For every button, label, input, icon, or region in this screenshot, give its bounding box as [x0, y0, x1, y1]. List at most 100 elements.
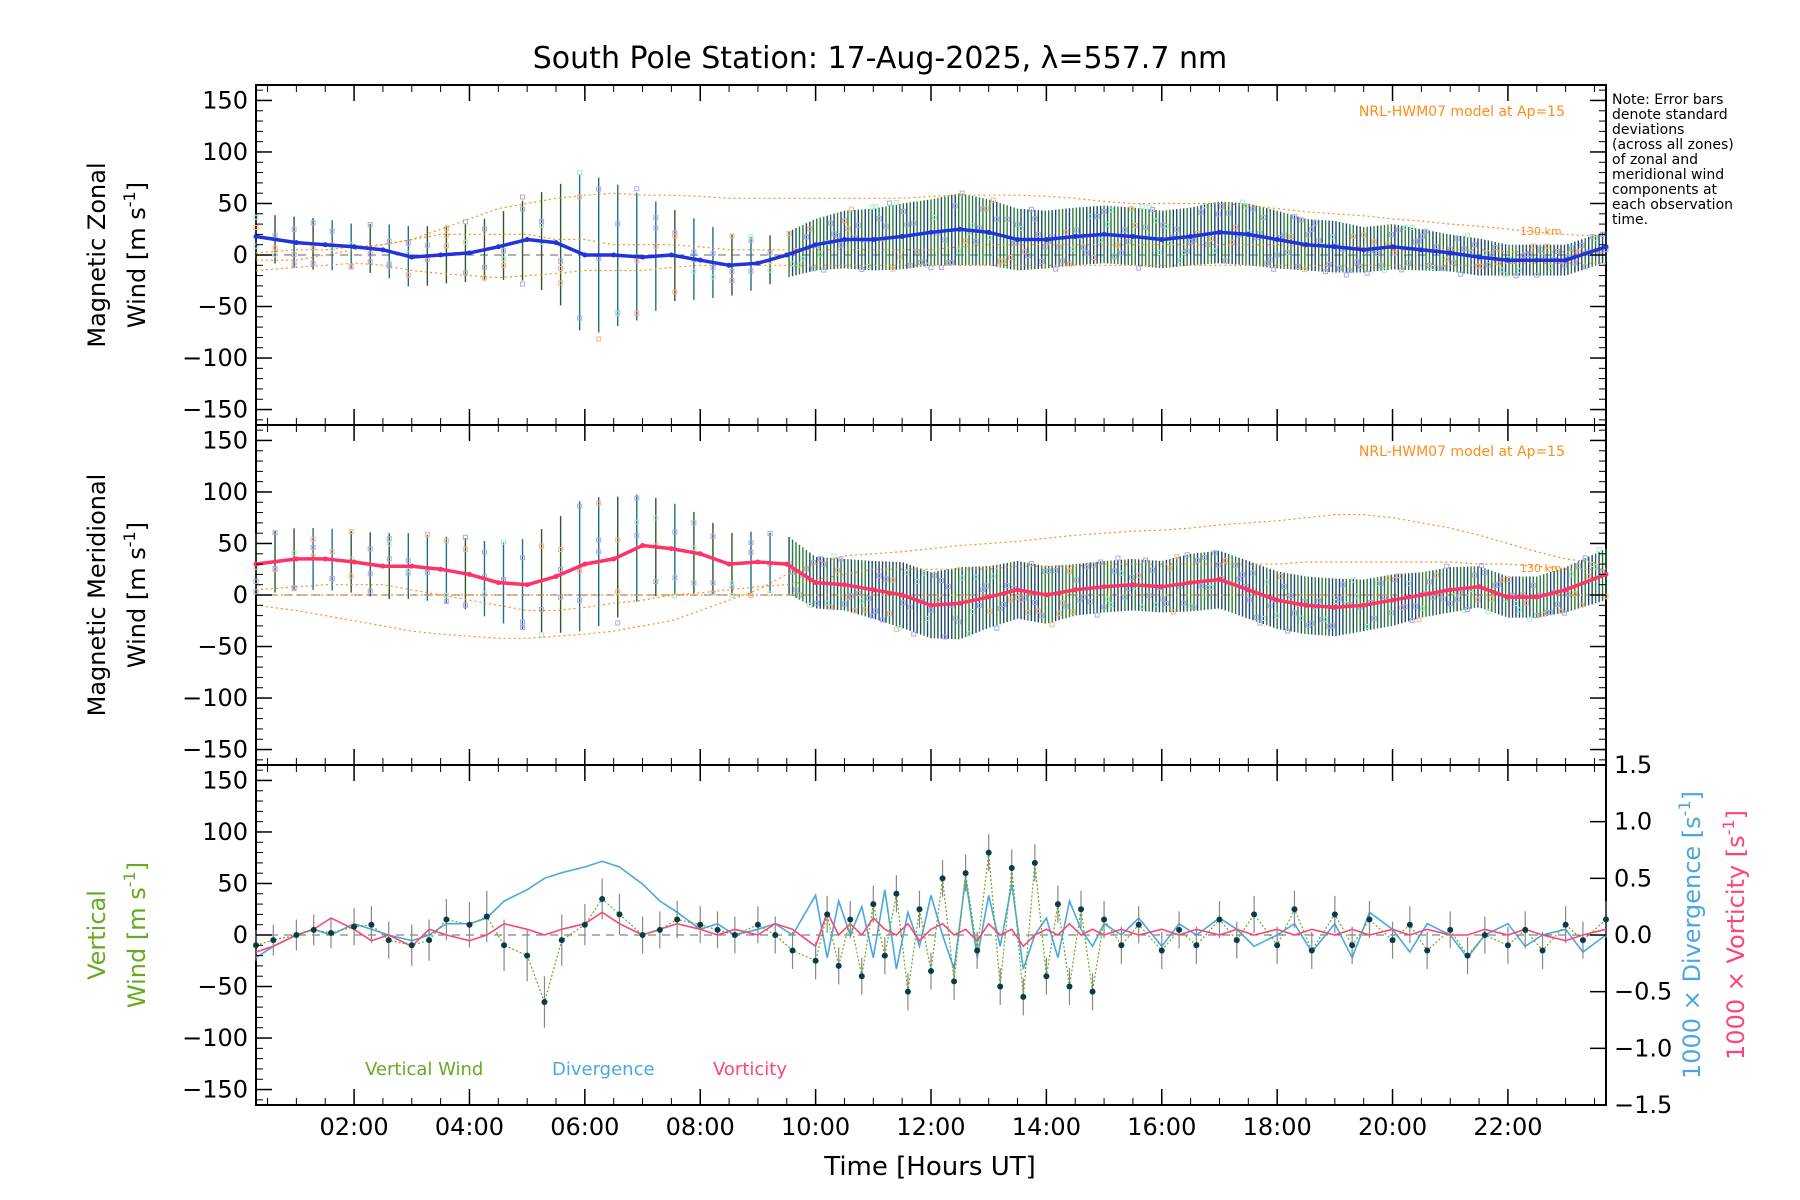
- scatter-point: [1426, 579, 1432, 585]
- scatter-point: [790, 261, 796, 267]
- scatter-point: [907, 262, 913, 268]
- mean-point: [755, 559, 761, 565]
- scatter-point: [1060, 600, 1066, 606]
- xtick-label: 10:00: [781, 1113, 850, 1141]
- scatter-point: [1568, 571, 1574, 577]
- vertical-wind-point: [293, 932, 300, 938]
- scatter-point: [897, 254, 903, 260]
- scatter-point: [1042, 569, 1048, 575]
- scatter-point: [1496, 260, 1502, 266]
- scatter-point: [1132, 222, 1138, 228]
- legend-vertical-wind: Vertical Wind: [365, 1059, 483, 1080]
- vertical-wind-point: [1251, 911, 1258, 918]
- scatter-point: [796, 262, 802, 268]
- mean-point: [351, 559, 357, 565]
- scatter-point: [634, 495, 640, 501]
- scatter-point: [1070, 246, 1076, 252]
- mean-point: [640, 543, 646, 549]
- scatter-point: [1053, 568, 1059, 574]
- note-line: (across all zones): [1612, 137, 1734, 153]
- scatter-point: [767, 591, 773, 597]
- scatter-point: [900, 208, 906, 214]
- scatter-point: [1195, 557, 1201, 563]
- scatter-point: [1198, 583, 1204, 589]
- mean-point: [640, 254, 646, 260]
- scatter-point: [1579, 242, 1585, 248]
- scatter-point: [462, 239, 468, 245]
- scatter-point: [983, 206, 989, 212]
- scatter-point: [1073, 227, 1079, 233]
- scatter-point: [748, 549, 754, 555]
- vertical-wind-point: [754, 921, 761, 928]
- scatter-point: [1406, 581, 1412, 587]
- note-line: meridional wind: [1612, 167, 1724, 183]
- ylabel-vertical: Vertical Wind [m s-1]: [83, 862, 151, 1008]
- scatter-point: [367, 251, 373, 257]
- mean-point: [1015, 237, 1021, 243]
- vertical-wind-point: [1274, 942, 1281, 949]
- scatter-point: [1222, 558, 1228, 564]
- scatter-point: [1118, 570, 1124, 576]
- scatter-point: [1330, 234, 1336, 240]
- ytick-label: 50: [217, 869, 248, 897]
- scatter-point: [1309, 620, 1315, 626]
- scatter-point: [1482, 569, 1488, 575]
- scatter-point: [310, 544, 316, 550]
- ytick-label: −150: [182, 736, 248, 764]
- scatter-point: [883, 223, 889, 229]
- scatter-point: [729, 233, 735, 239]
- scatter-point: [443, 592, 449, 598]
- scatter-point: [1094, 214, 1100, 220]
- mean-point: [466, 571, 472, 577]
- scatter-point: [386, 541, 392, 547]
- note-line: of zonal and: [1612, 152, 1698, 168]
- scatter-point: [634, 532, 640, 538]
- vertical-wind-point: [812, 957, 819, 964]
- panel-zonal: [253, 169, 1609, 342]
- scatter-point: [1316, 598, 1322, 604]
- scatter-point: [443, 243, 449, 249]
- scatter-point: [866, 263, 872, 269]
- legend-vorticity: Vorticity: [713, 1059, 787, 1080]
- scatter-point: [596, 500, 602, 506]
- mean-point: [582, 561, 588, 567]
- scatter-point: [1485, 608, 1491, 614]
- scatter-point: [1503, 272, 1509, 278]
- scatter-point: [983, 583, 989, 589]
- scatter-point: [1437, 265, 1443, 271]
- scatter-point: [931, 214, 937, 220]
- vertical-wind-point: [351, 923, 358, 930]
- scatter-point: [1544, 610, 1550, 616]
- scatter-point: [970, 223, 976, 229]
- xtick-label: 14:00: [1012, 1113, 1081, 1141]
- scatter-point: [1375, 250, 1381, 256]
- mean-point: [1188, 580, 1194, 586]
- scatter-point: [767, 530, 773, 536]
- scatter-point: [481, 549, 487, 555]
- scatter-point: [1333, 599, 1339, 605]
- scatter-point: [1357, 263, 1363, 269]
- scatter-point: [1319, 617, 1325, 623]
- mean-point: [1505, 257, 1511, 263]
- vertical-wind-point: [997, 983, 1004, 990]
- scatter-point: [653, 215, 659, 221]
- mean-point: [1159, 584, 1165, 590]
- scatter-point: [653, 225, 659, 231]
- scatter-point: [1461, 246, 1467, 252]
- scatter-point: [803, 234, 809, 240]
- vertical-wind-point: [1366, 916, 1373, 923]
- vertical-wind-point: [541, 998, 548, 1005]
- scatter-point: [672, 593, 678, 599]
- scatter-point: [1395, 573, 1401, 579]
- scatter-point: [1530, 583, 1536, 589]
- scatter-point: [729, 580, 735, 586]
- mean-point: [1332, 604, 1338, 610]
- scatter-point: [596, 186, 602, 192]
- scatter-point: [291, 226, 297, 232]
- scatter-point: [1492, 245, 1498, 251]
- scatter-point: [1274, 252, 1280, 258]
- scatter-point: [987, 235, 993, 241]
- scatter-point: [1361, 232, 1367, 238]
- scatter-point: [1582, 555, 1588, 561]
- vertical-wind-point: [558, 937, 565, 944]
